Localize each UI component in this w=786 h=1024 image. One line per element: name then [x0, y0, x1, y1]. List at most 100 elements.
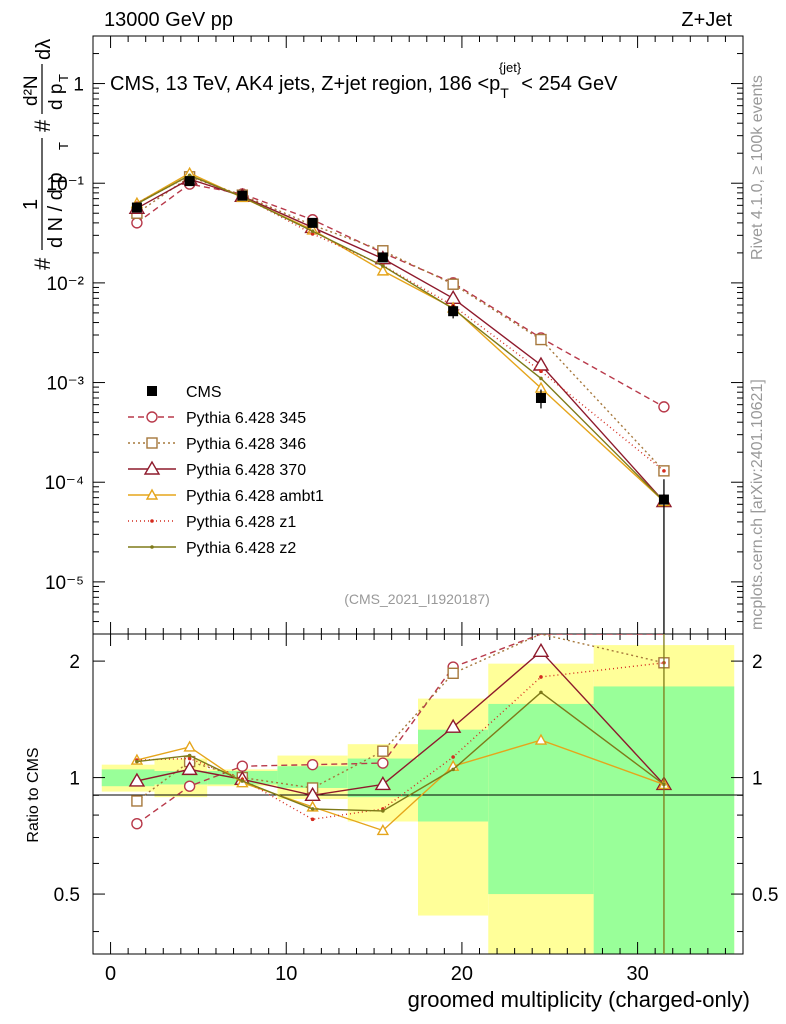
ratio-line-ambt1 [136, 739, 665, 832]
cms-data-point [131, 202, 142, 213]
cms-data-point [237, 190, 248, 201]
cms-data-point [184, 176, 195, 187]
stat-uncertainty-band [277, 766, 348, 788]
svg-text:d N / d p: d N / d p [45, 172, 67, 248]
cms-data-point [658, 494, 669, 505]
ratio-uncertainty-bands [101, 645, 735, 954]
cms-data-point [448, 306, 459, 317]
ratio-point-370 [374, 776, 392, 791]
chart-title: CMS, 13 TeV, AK4 jets, Z+jet region, 186… [110, 60, 618, 101]
ratio-y-tick-label: 2 [752, 652, 763, 673]
y-tick-label: 10⁻³ [47, 374, 85, 395]
ratio-line-346 [136, 634, 665, 802]
ratio-y-tick-label: 0.5 [54, 885, 80, 906]
ratio-point-345 [183, 780, 196, 792]
x-tick-label: 30 [626, 963, 648, 985]
ratio-point-ambt1 [534, 733, 548, 745]
legend: CMS Pythia 6.428 345 Pythia 6.428 346 Pythi… [128, 384, 324, 557]
cms-data-points [131, 176, 669, 954]
x-tick-label: 10 [275, 963, 297, 985]
series-line-ambt1 [136, 172, 665, 503]
legend-marker-370 [143, 460, 161, 475]
series-point-z2 [539, 376, 543, 381]
svg-text:#: # [30, 119, 55, 132]
ratio-point-z1 [539, 675, 543, 679]
ratio-point-z2 [187, 753, 192, 758]
series-point-ambt1 [376, 264, 390, 276]
stat-uncertainty-band [418, 729, 489, 822]
ratio-point-346 [377, 745, 389, 757]
legend-marker-345 [146, 411, 158, 423]
legend-marker-cms [147, 386, 157, 396]
ratio-point-z2 [381, 809, 385, 813]
cms-data-point [307, 217, 318, 228]
ratio-point-z2 [539, 690, 543, 695]
ratio-line-370 [136, 650, 665, 796]
legend-label-345: Pythia 6.428 345 [186, 410, 306, 427]
ratio-point-370 [181, 760, 198, 776]
analysis-id: (CMS_2021_I1920187) [344, 591, 490, 607]
y-tick-label: 10⁻⁴ [45, 473, 84, 494]
legend-marker-ambt1 [145, 488, 159, 500]
ratio-y-tick-label: 2 [69, 652, 80, 673]
svg-text:T: T [56, 74, 71, 82]
ratio-panel-series [128, 634, 673, 836]
svg-text:#: # [30, 257, 55, 270]
legend-marker-346 [146, 437, 158, 449]
series-line-z2 [136, 174, 665, 503]
ratio-point-370 [532, 642, 550, 658]
legend-marker-z2 [150, 545, 154, 549]
svg-text:d p: d p [46, 84, 67, 110]
series-point-370 [532, 356, 550, 371]
series-line-345 [136, 183, 665, 408]
legend-label-z2: Pythia 6.428 z2 [186, 540, 296, 557]
mcplots-label: mcplots.cern.ch [arXiv:2401.10621] [749, 379, 766, 630]
series-point-345 [658, 401, 670, 413]
series-point-346 [447, 278, 459, 290]
ratio-point-z2 [135, 759, 139, 764]
rivet-version-label: Rivet 4.1.0, ≥ 100k events [749, 75, 766, 260]
legend-label-cms: CMS [186, 384, 222, 401]
y-tick-label: 1 [73, 75, 84, 96]
y-tick-label: 10⁻⁵ [45, 573, 84, 594]
ratio-line-z2 [136, 691, 665, 812]
ratio-y-label: Ratio to CMS [25, 747, 42, 842]
y-axis-label: # 1 d N / d p T # d²N d p T dλ [20, 39, 71, 270]
ratio-point-z2 [310, 807, 315, 811]
x-tick-label: 20 [451, 963, 473, 985]
ratio-point-ambt1 [183, 740, 196, 752]
legend-label-346: Pythia 6.428 346 [186, 436, 306, 453]
series-point-z1 [662, 469, 666, 473]
ratio-point-z2 [451, 767, 455, 772]
series-point-z2 [310, 229, 315, 234]
ratio-panel-frame [92, 633, 744, 955]
ratio-point-345 [377, 757, 389, 769]
series-line-370 [136, 178, 665, 503]
series-point-z1 [310, 232, 315, 236]
ratio-point-346 [447, 667, 459, 679]
ratio-point-z2 [240, 779, 245, 783]
svg-text:dλ: dλ [33, 39, 55, 60]
legend-label-z1: Pythia 6.428 z1 [186, 514, 296, 531]
cms-data-point [377, 252, 388, 263]
svg-text:d²N: d²N [21, 75, 42, 106]
series-point-370 [444, 289, 462, 305]
svg-text:1: 1 [20, 199, 42, 210]
series-point-z1 [539, 369, 543, 373]
ratio-y-tick-label: 1 [752, 769, 763, 790]
legend-label-370: Pythia 6.428 370 [186, 462, 306, 479]
header-left-label: 13000 GeV pp [104, 9, 233, 31]
ratio-point-ambt1 [376, 824, 390, 836]
ratio-point-z1 [451, 755, 455, 759]
stat-uncertainty-band [101, 769, 155, 787]
ratio-y-tick-label: 0.5 [752, 885, 778, 906]
cms-data-point [535, 392, 546, 403]
ratio-point-370 [128, 772, 146, 787]
ratio-point-345 [236, 760, 249, 772]
y-tick-label: 10⁻² [47, 274, 85, 295]
header-right-label: Z+Jet [681, 9, 732, 31]
ratio-point-346 [131, 795, 143, 807]
ratio-point-345 [306, 758, 319, 771]
stat-uncertainty-band [488, 703, 594, 895]
